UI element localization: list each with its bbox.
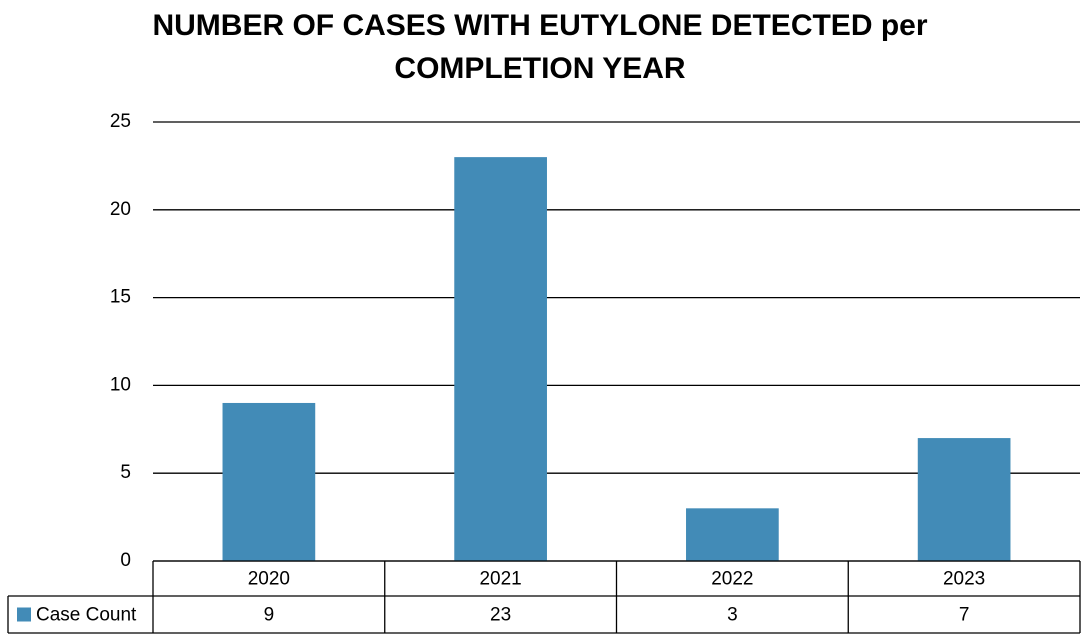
bar	[222, 402, 316, 561]
bar	[917, 438, 1011, 561]
y-tick-label: 5	[120, 462, 131, 483]
bar	[454, 157, 547, 561]
x-tick-label: 2020	[248, 569, 290, 590]
table-value: 9	[264, 605, 275, 626]
y-tick-label: 10	[110, 374, 131, 395]
table-value: 7	[959, 605, 970, 626]
x-tick-label: 2021	[479, 569, 521, 590]
y-tick-label: 15	[110, 287, 131, 308]
table-value: 23	[490, 605, 511, 626]
y-tick-label: 20	[110, 199, 131, 220]
y-tick-label: 0	[120, 550, 131, 571]
x-tick-label: 2022	[711, 569, 753, 590]
x-tick-label: 2023	[943, 569, 985, 590]
chart-title: NUMBER OF CASES WITH EUTYLONE DETECTED p…	[152, 9, 928, 85]
legend-swatch	[17, 607, 31, 622]
bar	[686, 508, 779, 561]
legend-label: Case Count	[36, 605, 137, 626]
table-value: 3	[727, 605, 738, 626]
y-tick-label: 25	[110, 111, 131, 132]
